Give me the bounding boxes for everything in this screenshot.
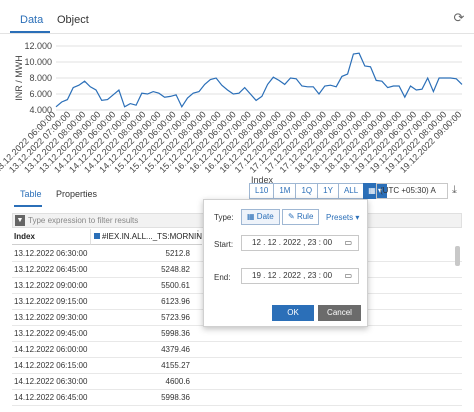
timezone-select[interactable]: (UTC +05:30) A bbox=[376, 183, 448, 199]
cancel-button[interactable]: Cancel bbox=[318, 305, 361, 321]
active-bottom-tab-indicator bbox=[14, 205, 42, 207]
cell-index: 14.12.2022 06:15:00 bbox=[14, 361, 88, 370]
start-label: Start: bbox=[214, 240, 234, 249]
type-rule-button[interactable]: ✎ Rule bbox=[282, 209, 320, 225]
chart-grid bbox=[56, 45, 462, 111]
type-date-button[interactable]: ▦ Date bbox=[241, 209, 280, 225]
line-chart: 12.000 10.000 8.000 6.000 4.000 INR / MWH 13… bbox=[0, 41, 463, 184]
calendar-range-button[interactable]: ▦ ▾ bbox=[363, 183, 387, 199]
type-rule-label: Rule bbox=[296, 212, 314, 221]
filter-icon[interactable]: ▼ bbox=[15, 215, 25, 226]
tab-data[interactable]: Data bbox=[20, 14, 44, 26]
x-axis-title: Index bbox=[251, 175, 274, 184]
chevron-down-icon: ▾ bbox=[355, 213, 360, 222]
end-date-input[interactable]: 19 . 12 . 2022 , 23 : 00 ▭ bbox=[241, 268, 359, 284]
cell-value: 5998.36 bbox=[161, 393, 190, 402]
cell-index: 13.12.2022 06:45:00 bbox=[14, 265, 88, 274]
column-menu-icon[interactable]: ⋮ bbox=[194, 229, 202, 238]
table-row[interactable]: 14.12.2022 06:00:00 4379.46 bbox=[12, 342, 462, 358]
cell-value: 4379.46 bbox=[161, 345, 190, 354]
tab-table[interactable]: Table bbox=[20, 189, 42, 199]
chevron-down-icon: ▾ bbox=[377, 186, 382, 195]
calendar-icon[interactable]: ▭ bbox=[344, 238, 352, 247]
table-row[interactable]: 14.12.2022 06:15:00 4155.27 bbox=[12, 358, 462, 374]
y-tick-label: 12.000 bbox=[24, 41, 52, 51]
presets-dropdown[interactable]: Presets ▾ bbox=[326, 213, 359, 222]
cell-index: 14.12.2022 06:45:00 bbox=[14, 393, 88, 402]
period-1q-button[interactable]: 1Q bbox=[295, 183, 319, 199]
cell-value: 4600.6 bbox=[165, 377, 190, 386]
cell-value: 5248.82 bbox=[161, 265, 190, 274]
cell-value: 5212.8 bbox=[165, 249, 190, 258]
calendar-icon: ▦ bbox=[247, 212, 255, 221]
bottom-tab-bar: Table Properties bbox=[0, 184, 474, 207]
download-icon[interactable]: ⤓ bbox=[452, 184, 457, 196]
cell-index: 13.12.2022 09:15:00 bbox=[14, 297, 88, 306]
calendar-icon[interactable]: ▭ bbox=[344, 271, 352, 280]
y-tick-label: 8.000 bbox=[29, 73, 52, 83]
y-tick-label: 6.000 bbox=[29, 89, 52, 99]
period-l10-button[interactable]: L10 bbox=[249, 183, 275, 199]
rule-icon: ✎ bbox=[288, 212, 295, 221]
refresh-icon[interactable]: ⟳ bbox=[453, 10, 465, 25]
cell-index: 13.12.2022 09:00:00 bbox=[14, 281, 88, 290]
column-header-series[interactable]: #IEX.IN.ALL..._TS:MORNING bbox=[90, 229, 202, 245]
end-date-value: 19 . 12 . 2022 , 23 : 00 bbox=[252, 271, 333, 280]
table-row[interactable]: 13.12.2022 09:45:00 5998.36 bbox=[12, 326, 462, 342]
type-label: Type: bbox=[214, 213, 234, 222]
y-tick-label: 10.000 bbox=[24, 57, 52, 67]
series-color-swatch bbox=[94, 233, 100, 239]
start-date-value: 12 . 12 . 2022 , 23 : 00 bbox=[252, 238, 333, 247]
active-tab-indicator bbox=[10, 31, 50, 33]
cell-value: 5723.96 bbox=[161, 313, 190, 322]
cell-index: 14.12.2022 06:00:00 bbox=[14, 345, 88, 354]
period-1m-button[interactable]: 1M bbox=[273, 183, 297, 199]
cell-value: 5500.61 bbox=[161, 281, 190, 290]
y-axis-title: INR / MWH bbox=[14, 55, 24, 101]
period-1y-button[interactable]: 1Y bbox=[317, 183, 339, 199]
y-tick-label: 4.000 bbox=[29, 105, 52, 115]
column-header-index[interactable]: Index bbox=[12, 229, 90, 245]
series-column-label: #IEX.IN.ALL..._TS:MORNING bbox=[102, 232, 202, 241]
top-tab-bar: Data Object ⟳ bbox=[0, 0, 474, 34]
tab-properties[interactable]: Properties bbox=[56, 189, 98, 199]
period-all-button[interactable]: ALL bbox=[337, 183, 365, 199]
type-date-label: Date bbox=[256, 212, 274, 221]
series-line bbox=[55, 52, 463, 109]
cell-value: 5998.36 bbox=[161, 329, 190, 338]
calendar-icon: ▦ bbox=[368, 186, 376, 195]
date-range-popup: Type: ▦ Date ✎ Rule Presets ▾ Start: 12 … bbox=[203, 199, 368, 327]
period-button-group: L10 1M 1Q 1Y ALL ▦ ▾ bbox=[249, 183, 387, 199]
presets-label: Presets bbox=[326, 213, 354, 222]
y-axis-tick-labels: 12.000 10.000 8.000 6.000 4.000 bbox=[24, 41, 52, 115]
cell-index: 14.12.2022 06:30:00 bbox=[14, 377, 88, 386]
cell-value: 4155.27 bbox=[161, 361, 190, 370]
table-scrollbar[interactable] bbox=[455, 246, 460, 266]
start-date-input[interactable]: 12 . 12 . 2022 , 23 : 00 ▭ bbox=[241, 235, 359, 251]
cell-index: 13.12.2022 06:30:00 bbox=[14, 249, 88, 258]
cell-index: 13.12.2022 09:30:00 bbox=[14, 313, 88, 322]
cell-index: 13.12.2022 09:45:00 bbox=[14, 329, 88, 338]
ok-button[interactable]: OK bbox=[272, 305, 314, 321]
tab-object[interactable]: Object bbox=[57, 14, 89, 26]
end-label: End: bbox=[214, 273, 231, 282]
table-row[interactable]: 14.12.2022 06:30:00 4600.6 bbox=[12, 374, 462, 390]
table-row[interactable]: 14.12.2022 06:45:00 5998.36 bbox=[12, 390, 462, 406]
cell-value: 6123.96 bbox=[161, 297, 190, 306]
